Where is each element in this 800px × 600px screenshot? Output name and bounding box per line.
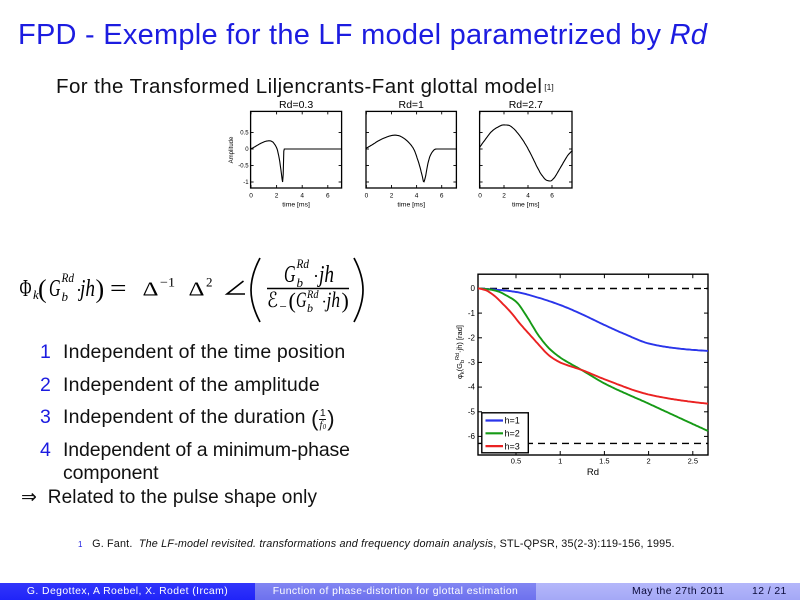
svg-text:2: 2	[275, 193, 279, 200]
svg-text:2: 2	[390, 193, 394, 200]
svg-text:(: (	[289, 288, 296, 313]
svg-text:2: 2	[647, 457, 651, 466]
svg-text:k: k	[33, 287, 39, 302]
svg-text:jh: jh	[78, 276, 95, 302]
svg-text:Rd: Rd	[306, 287, 319, 301]
svg-text:time [ms]: time [ms]	[512, 202, 540, 209]
svg-text:Rd=2.7: Rd=2.7	[509, 99, 543, 111]
svg-text:1: 1	[558, 457, 562, 466]
svg-text:0: 0	[478, 193, 482, 200]
svg-text:-4: -4	[468, 383, 476, 392]
svg-text:−1: −1	[160, 275, 175, 290]
svg-text:jh: jh	[324, 287, 340, 312]
svg-text:G: G	[284, 262, 296, 288]
svg-text:G: G	[296, 287, 307, 312]
svg-text:ℰ: ℰ	[267, 288, 278, 312]
svg-text:-1: -1	[243, 180, 249, 186]
svg-text:1.5: 1.5	[599, 457, 609, 466]
svg-text:h=2: h=2	[505, 429, 520, 439]
svg-text:0: 0	[365, 193, 369, 200]
svg-text:0: 0	[249, 193, 253, 200]
svg-text:6: 6	[440, 193, 444, 200]
svg-text:b: b	[307, 301, 313, 315]
svg-text:Rd: Rd	[587, 467, 599, 478]
svg-text:Rd: Rd	[296, 256, 310, 271]
svg-text:-3: -3	[468, 358, 476, 367]
svg-text:Δ: Δ	[189, 280, 205, 301]
svg-text:): )	[96, 275, 105, 304]
svg-text:·: ·	[76, 280, 82, 300]
svg-text:2.5: 2.5	[688, 457, 698, 466]
svg-text:Rd=0.3: Rd=0.3	[279, 99, 313, 111]
svg-text:h=3: h=3	[505, 441, 520, 451]
svg-text:Rd=1: Rd=1	[398, 99, 424, 111]
svg-text:Δ: Δ	[143, 280, 159, 301]
svg-text:4: 4	[300, 193, 304, 200]
svg-text:0.5: 0.5	[240, 131, 249, 137]
svg-text:jh: jh	[317, 262, 334, 288]
svg-text:0: 0	[245, 147, 249, 153]
svg-text:-5: -5	[468, 407, 476, 416]
svg-text:Rd: Rd	[61, 270, 75, 285]
svg-text:Φ: Φ	[20, 275, 32, 302]
svg-text:b: b	[62, 289, 69, 304]
svg-text:4: 4	[526, 193, 530, 200]
svg-text:-2: -2	[468, 333, 476, 342]
svg-text:(: (	[38, 275, 47, 304]
svg-text:2: 2	[206, 275, 213, 290]
svg-text:h=1: h=1	[505, 416, 520, 426]
svg-text:φk(GbRd·jh) [rad]: φk(GbRd·jh) [rad]	[455, 325, 466, 379]
svg-text:0: 0	[471, 284, 476, 293]
svg-text:G: G	[49, 276, 61, 302]
svg-text:-6: -6	[468, 432, 476, 441]
svg-text:·: ·	[322, 294, 327, 311]
svg-text:=: =	[110, 276, 127, 302]
svg-text:·: ·	[313, 266, 319, 286]
svg-text:-0.5: -0.5	[238, 164, 249, 170]
svg-text:6: 6	[326, 193, 330, 200]
svg-text:b: b	[297, 275, 304, 290]
svg-text:-1: -1	[468, 309, 476, 318]
svg-text:4: 4	[415, 193, 419, 200]
svg-text:time [ms]: time [ms]	[397, 202, 425, 209]
svg-text:−: −	[280, 299, 287, 314]
svg-text:0.5: 0.5	[511, 457, 521, 466]
svg-text:2: 2	[502, 193, 506, 200]
svg-text:): )	[342, 288, 349, 313]
svg-text:time [ms]: time [ms]	[282, 202, 310, 209]
svg-text:6: 6	[550, 193, 554, 200]
svg-text:Amplitude: Amplitude	[229, 136, 235, 163]
